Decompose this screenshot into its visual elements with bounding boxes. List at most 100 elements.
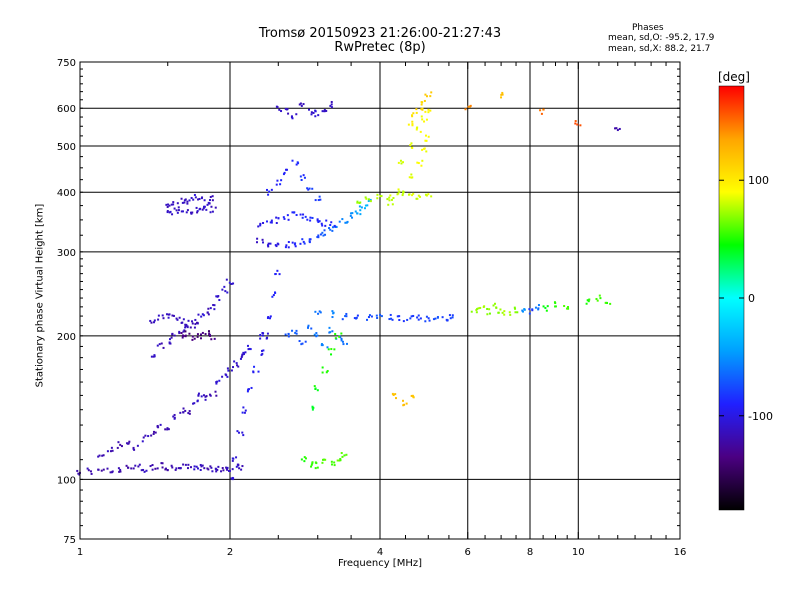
scatter-point — [315, 332, 318, 335]
scatter-point — [302, 240, 305, 243]
scatter-point — [344, 315, 347, 318]
scatter-point — [420, 115, 423, 118]
scatter-point — [544, 306, 547, 309]
scatter-point — [206, 311, 209, 314]
scatter-point — [402, 399, 405, 402]
x-tick-label: 16 — [674, 547, 687, 558]
scatter-point — [314, 115, 317, 118]
scatter-point — [331, 229, 334, 232]
scatter-point — [319, 311, 322, 314]
scatter-point — [310, 111, 313, 114]
scatter-point — [336, 459, 339, 462]
scatter-point — [427, 111, 430, 114]
scatter-point — [199, 468, 202, 471]
scatter-point — [173, 207, 176, 210]
scatter-point — [266, 332, 269, 335]
scatter-point — [329, 228, 332, 231]
scatter-point — [226, 375, 229, 378]
scatter-point — [180, 332, 183, 335]
scatter-point — [165, 313, 168, 316]
scatter-point — [267, 245, 270, 248]
scatter-point — [239, 357, 242, 360]
scatter-point — [181, 201, 184, 204]
scatter-point — [574, 122, 577, 125]
scatter-point — [486, 313, 489, 316]
scatter-point — [196, 210, 199, 213]
scatter-point — [539, 109, 542, 112]
scatter-point — [214, 206, 217, 209]
scatter-point — [330, 103, 333, 106]
scatter-point — [196, 211, 199, 214]
scatter-point — [501, 93, 504, 96]
scatter-point — [168, 211, 171, 214]
scatter-point — [195, 206, 198, 209]
scatter-point — [330, 100, 333, 103]
scatter-point — [195, 465, 198, 468]
scatter-point — [197, 394, 200, 397]
scatter-point — [427, 193, 430, 196]
scatter-point — [198, 197, 201, 200]
scatter-point — [189, 466, 192, 469]
scatter-point — [172, 203, 175, 206]
scatter-point — [192, 402, 195, 405]
scatter-point — [255, 241, 258, 244]
scatter-point — [291, 211, 294, 214]
scatter-point — [170, 203, 173, 206]
scatter-point — [171, 314, 174, 317]
scatter-point — [356, 314, 359, 317]
scatter-point — [261, 352, 264, 355]
scatter-point — [409, 317, 412, 320]
scatter-point — [293, 243, 296, 246]
scatter-point — [268, 190, 271, 193]
scatter-point — [203, 199, 206, 202]
scatter-point — [184, 326, 187, 329]
scatter-point — [280, 179, 283, 182]
scatter-point — [411, 115, 414, 118]
scatter-point — [423, 99, 426, 102]
scatter-point — [576, 123, 579, 126]
scatter-point — [164, 428, 167, 431]
scatter-point — [203, 205, 206, 208]
scatter-point — [338, 335, 341, 338]
scatter-point — [366, 204, 369, 207]
scatter-point — [111, 470, 114, 473]
scatter-point — [423, 147, 426, 150]
scatter-point — [166, 427, 169, 430]
scatter-point — [271, 295, 274, 298]
scatter-point — [238, 467, 241, 470]
scatter-point — [230, 282, 233, 285]
scatter-point — [231, 457, 234, 460]
scatter-point — [274, 291, 277, 294]
scatter-point — [201, 208, 204, 211]
scatter-point — [434, 317, 437, 320]
scatter-point — [420, 103, 423, 106]
scatter-point — [185, 211, 188, 214]
scatter-point — [185, 323, 188, 326]
scatter-point — [368, 314, 371, 317]
scatter-point — [488, 312, 491, 315]
scatter-point — [586, 299, 589, 302]
scatter-point — [272, 294, 275, 297]
scatter-point — [411, 394, 414, 397]
scatter-point — [303, 242, 306, 245]
scatter-point — [211, 195, 214, 198]
scatter-point — [425, 118, 428, 121]
scatter-point — [221, 288, 224, 291]
scatter-point — [151, 468, 154, 471]
scatter-point — [220, 470, 223, 473]
scatter-point — [308, 108, 311, 111]
scatter-point — [204, 333, 207, 336]
scatter-point — [427, 317, 430, 320]
scatter-point — [161, 314, 164, 317]
scatter-point — [331, 316, 334, 319]
scatter-point — [178, 332, 181, 335]
scatter-point — [398, 319, 401, 322]
scatter-point — [244, 409, 247, 412]
scatter-point — [396, 193, 399, 196]
scatter-point — [323, 229, 326, 232]
scatter-point — [356, 201, 359, 204]
scatter-point — [188, 412, 191, 415]
scatter-point — [149, 319, 152, 322]
scatter-point — [369, 198, 372, 201]
